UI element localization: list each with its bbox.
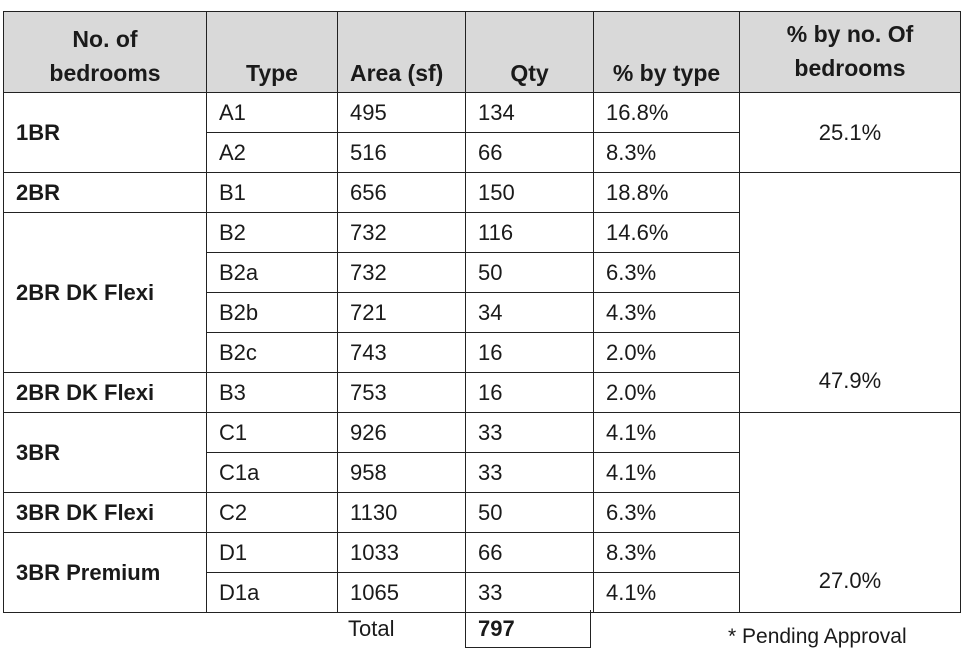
table-row: 3BR DK Flexi C2 1130 50 6.3% [3, 492, 961, 533]
cell-type: B1 [206, 172, 338, 213]
group-label: 3BR Premium [3, 532, 207, 613]
table-row: B2a 732 50 6.3% [4, 252, 961, 293]
cell-pct-type: 18.8% [593, 172, 740, 213]
cell-pct-type: 2.0% [593, 372, 740, 413]
table-row: 3BR Premium D1 1033 66 8.3% [3, 532, 961, 613]
group-label: 2BR DK Flexi [3, 372, 207, 413]
pending-approval-note: * Pending Approval [728, 625, 907, 648]
cell-pct-bedrooms: 25.1% [739, 92, 961, 173]
cell-qty: 34 [465, 292, 594, 333]
cell-qty: 16 [465, 332, 594, 373]
cell-type: B2a [206, 252, 338, 293]
total-value: 797 [465, 610, 591, 648]
cell-qty: 66 [465, 532, 594, 573]
cell-pct-type: 16.8% [593, 92, 740, 133]
group-label: 3BR DK Flexi [3, 492, 207, 533]
cell-area: 958 [337, 452, 466, 493]
header-qty: Qty [465, 11, 594, 93]
cell-type: C2 [206, 492, 338, 533]
cell-pct-type: 4.1% [593, 452, 740, 493]
cell-pct-type: 4.1% [593, 412, 740, 453]
header-pct-by-type: % by type [593, 11, 740, 93]
group-label: 2BR DK Flexi [3, 212, 207, 373]
cell-qty: 33 [465, 412, 594, 453]
group-label: 1BR [3, 92, 207, 173]
cell-type: B2c [206, 332, 338, 373]
header-bedrooms-line2: bedrooms [49, 60, 161, 86]
header-pct-bedrooms-line1: % by no. Of [786, 21, 914, 47]
header-bedrooms: No. of bedrooms [3, 11, 207, 93]
cell-type: B2b [206, 292, 338, 333]
cell-area: 516 [337, 132, 466, 173]
cell-area: 721 [337, 292, 466, 333]
unit-mix-table: No. of bedrooms Type Area (sf) Qty % by t… [3, 11, 961, 613]
cell-qty: 16 [465, 372, 594, 413]
cell-type: B3 [206, 372, 338, 413]
cell-pct-type: 14.6% [593, 212, 740, 253]
cell-qty: 33 [465, 572, 594, 613]
cell-pct-type: 6.3% [593, 492, 740, 533]
cell-qty: 116 [465, 212, 594, 253]
table-row: B2b 721 34 4.3% [4, 292, 961, 333]
cell-pct-bedrooms: 27.0% [739, 412, 961, 613]
cell-pct-bedrooms: 47.9% [739, 172, 961, 413]
table-row: B2c 743 16 2.0% [4, 332, 961, 373]
header-row: No. of bedrooms Type Area (sf) Qty % by t… [3, 11, 961, 93]
table-row: D1a 1065 33 4.1% [4, 572, 961, 613]
cell-type: A1 [206, 92, 338, 133]
cell-pct-type: 4.1% [593, 572, 740, 613]
table-row: 2BR DK Flexi B2 732 116 14.6% [3, 212, 961, 373]
cell-area: 495 [337, 92, 466, 133]
cell-pct-type: 6.3% [593, 252, 740, 293]
cell-qty: 150 [465, 172, 594, 213]
cell-area: 1065 [337, 572, 466, 613]
cell-type: B2 [206, 212, 338, 253]
cell-area: 1033 [337, 532, 466, 573]
header-type: Type [206, 11, 338, 93]
cell-qty: 134 [465, 92, 594, 133]
header-pct-by-bedrooms: % by no. Of bedrooms [739, 11, 961, 93]
cell-qty: 50 [465, 492, 594, 533]
cell-type: A2 [206, 132, 338, 173]
cell-type: C1 [206, 412, 338, 453]
cell-type: C1a [206, 452, 338, 493]
header-bedrooms-line1: No. of [72, 26, 138, 52]
group-label: 2BR [3, 172, 207, 213]
table-row: 2BR DK Flexi B3 753 16 2.0% [3, 372, 961, 413]
cell-pct-type: 2.0% [593, 332, 740, 373]
cell-area: 926 [337, 412, 466, 453]
cell-qty: 33 [465, 452, 594, 493]
cell-pct-type: 8.3% [593, 132, 740, 173]
table-row: 1BR A1 495 134 16.8% 25.1% [3, 92, 961, 173]
cell-area: 656 [337, 172, 466, 213]
cell-area: 743 [337, 332, 466, 373]
cell-area: 1130 [337, 492, 466, 533]
table-row: 3BR C1 926 33 4.1% 27.0% [3, 412, 961, 613]
total-label: Total [348, 616, 395, 641]
cell-type: D1 [206, 532, 338, 573]
cell-qty: 50 [465, 252, 594, 293]
cell-area: 753 [337, 372, 466, 413]
cell-type: D1a [206, 572, 338, 613]
cell-area: 732 [337, 212, 466, 253]
table-row: 2BR B1 656 150 18.8% 47.9% [3, 172, 961, 413]
cell-area: 732 [337, 252, 466, 293]
header-area: Area (sf) [337, 11, 466, 93]
header-pct-bedrooms-line2: bedrooms [794, 55, 906, 81]
cell-pct-type: 4.3% [593, 292, 740, 333]
group-label: 3BR [3, 412, 207, 493]
cell-qty: 66 [465, 132, 594, 173]
cell-pct-type: 8.3% [593, 532, 740, 573]
